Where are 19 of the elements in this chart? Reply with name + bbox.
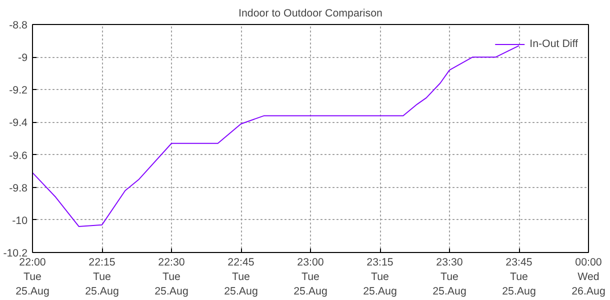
- y-tick-label: -9: [18, 52, 28, 64]
- y-tick-label: -10.2: [3, 248, 28, 260]
- x-tick-label: 00:00 Wed 26.Aug: [572, 256, 606, 298]
- x-tick-label: 22:30 Tue 25.Aug: [154, 256, 188, 298]
- x-tick-label: 22:00 Tue 25.Aug: [16, 256, 50, 298]
- x-tick-label: 22:15 Tue 25.Aug: [85, 256, 119, 298]
- x-tick-label: 23:15 Tue 25.Aug: [363, 256, 397, 298]
- x-tick-label: 22:45 Tue 25.Aug: [224, 256, 258, 298]
- y-tick-label: -10: [12, 214, 28, 227]
- y-tick-label: -9.2: [9, 84, 28, 97]
- chart-title: Indoor to Outdoor Comparison: [238, 8, 383, 20]
- y-tick-label: -9.4: [9, 117, 28, 130]
- y-tick-label: -9.8: [9, 182, 28, 194]
- legend-label: In-Out Diff: [530, 38, 578, 50]
- x-tick-label: 23:30 Tue 25.Aug: [432, 256, 466, 298]
- x-tick-label: 23:00 Tue 25.Aug: [294, 256, 328, 298]
- x-tick-label: 23:45 Tue 25.Aug: [502, 256, 536, 298]
- y-tick-label: -8.8: [9, 20, 28, 32]
- y-tick-label: -9.6: [9, 150, 28, 162]
